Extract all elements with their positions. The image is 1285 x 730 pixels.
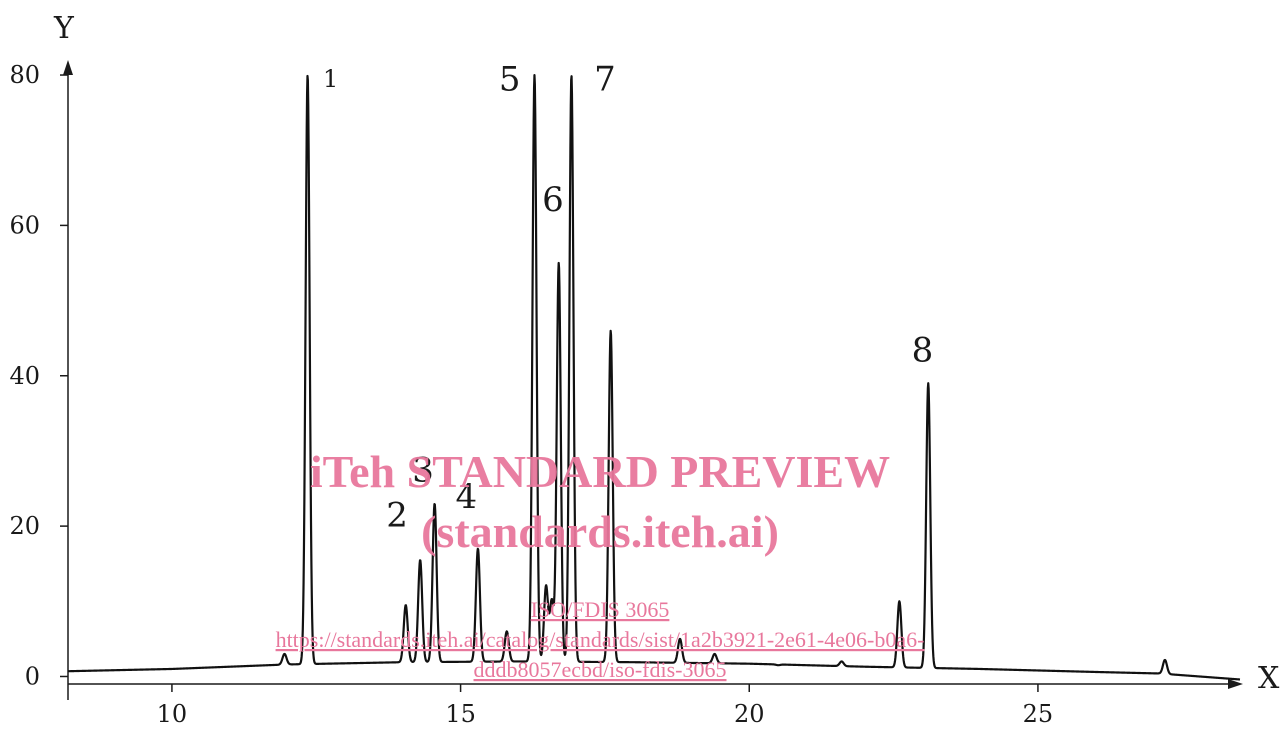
y-axis-arrow	[63, 60, 73, 75]
peak-label-2: 2	[386, 496, 408, 536]
x-axis-arrow	[1228, 679, 1243, 689]
y-tick-label: 20	[9, 512, 40, 540]
peak-label-5: 5	[499, 60, 521, 100]
peak-label-8: 8	[912, 330, 934, 370]
x-tick-label: 25	[1023, 700, 1054, 726]
watermark-url-link-2[interactable]: dddb8057ecbd/iso-fdis-3065	[474, 657, 727, 682]
peak-label-1: 1	[323, 65, 338, 93]
watermark-title: iTeh STANDARD PREVIEW	[310, 446, 890, 497]
y-tick-label: 60	[9, 211, 40, 239]
peak-labels: 1 234 5 6 7 8	[323, 60, 933, 536]
y-tick-label: 80	[9, 61, 40, 89]
y-tick-label: 40	[9, 362, 40, 390]
y-tick-label: 0	[25, 662, 40, 690]
watermark: iTeh STANDARD PREVIEW (standards.iteh.ai…	[276, 446, 925, 682]
watermark-doc-id-link[interactable]: ISO/FDIS 3065	[531, 597, 670, 622]
y-axis-label: Y	[53, 11, 75, 46]
signal-line	[67, 74, 1241, 681]
chromatogram-trace	[67, 74, 1241, 681]
watermark-url-link-1[interactable]: https://standards.iteh.ai/catalog/standa…	[276, 627, 925, 652]
x-axis-label: X	[1258, 661, 1280, 696]
x-tick-label: 15	[445, 700, 476, 726]
peak-label-4: 4	[456, 477, 478, 517]
x-tick-label: 20	[734, 700, 765, 726]
x-tick-label: 10	[157, 700, 188, 726]
watermark-subtitle: (standards.iteh.ai)	[421, 506, 779, 557]
peak-label-7: 7	[594, 60, 616, 100]
peak-label-6: 6	[542, 180, 564, 220]
peak-label-3: 3	[412, 451, 434, 491]
